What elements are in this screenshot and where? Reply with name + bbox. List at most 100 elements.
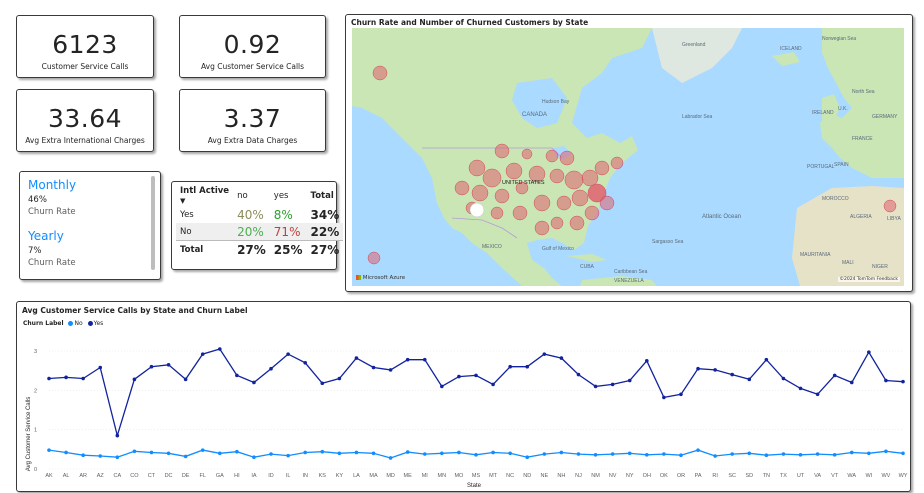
data-point-yes[interactable] [81, 376, 85, 381]
data-point-no[interactable] [337, 451, 342, 456]
data-point-yes[interactable] [474, 373, 478, 378]
bubble[interactable] [550, 216, 564, 230]
bubble[interactable] [490, 206, 504, 220]
data-point-no[interactable] [115, 455, 120, 459]
data-point-no[interactable] [166, 451, 171, 456]
data-point-no[interactable] [781, 452, 786, 456]
data-point-no[interactable] [559, 450, 564, 455]
data-point-no[interactable] [730, 452, 734, 456]
data-point-no[interactable] [269, 452, 273, 456]
data-point-no[interactable] [901, 451, 905, 456]
data-point-yes[interactable] [235, 373, 239, 378]
data-point-yes[interactable] [286, 352, 290, 356]
data-point-yes[interactable] [525, 364, 530, 369]
data-point-yes[interactable] [457, 374, 461, 379]
bubble[interactable] [454, 180, 470, 196]
data-point-no[interactable] [235, 449, 239, 454]
bubble[interactable] [549, 168, 565, 184]
bubble[interactable] [512, 205, 528, 221]
data-point-yes[interactable] [132, 377, 137, 382]
bubble[interactable] [581, 169, 599, 187]
data-point-yes[interactable] [559, 356, 564, 360]
data-point-yes[interactable] [576, 372, 581, 377]
bubble[interactable] [883, 199, 897, 213]
churn-bubbles[interactable] [367, 65, 897, 265]
data-point-no[interactable] [286, 453, 290, 458]
data-point-no[interactable] [627, 451, 632, 456]
data-point-yes[interactable] [269, 366, 273, 371]
data-point-no[interactable] [422, 452, 427, 456]
data-point-yes[interactable] [764, 357, 769, 362]
matrix-header-intl-active[interactable]: Intl Active ▼ [180, 186, 230, 205]
map-attribution[interactable]: ©2024 TomTom Feedback [837, 277, 900, 282]
data-point-yes[interactable] [303, 361, 308, 365]
data-point-no[interactable] [474, 453, 478, 457]
bubble[interactable] [468, 159, 486, 177]
data-point-yes[interactable] [149, 364, 154, 369]
data-point-no[interactable] [849, 450, 854, 455]
data-point-yes[interactable] [713, 368, 717, 372]
data-point-no[interactable] [491, 450, 495, 455]
data-point-yes[interactable] [183, 377, 188, 382]
data-point-no[interactable] [81, 453, 85, 458]
data-point-no[interactable] [183, 454, 188, 459]
data-point-yes[interactable] [218, 347, 222, 351]
data-point-no[interactable] [884, 449, 888, 454]
data-point-yes[interactable] [252, 380, 256, 385]
bubble[interactable] [528, 165, 546, 183]
data-point-no[interactable] [576, 452, 581, 456]
bubble[interactable] [594, 160, 610, 176]
bubble[interactable] [569, 215, 585, 231]
bubble[interactable] [471, 184, 489, 202]
data-point-no[interactable] [132, 449, 137, 454]
data-point-no[interactable] [713, 454, 717, 458]
data-point-yes[interactable] [200, 352, 205, 356]
data-point-yes[interactable] [747, 377, 752, 382]
data-point-yes[interactable] [645, 359, 649, 363]
bubble[interactable] [587, 183, 607, 203]
data-point-no[interactable] [47, 448, 51, 452]
data-point-yes[interactable] [64, 375, 68, 380]
data-point-no[interactable] [64, 450, 68, 455]
data-point-no[interactable] [252, 455, 256, 459]
data-point-yes[interactable] [781, 376, 786, 381]
bubble[interactable] [372, 65, 388, 81]
scrollbar[interactable] [151, 176, 155, 270]
bubble[interactable] [534, 220, 550, 236]
data-point-yes[interactable] [627, 378, 632, 383]
bubble[interactable] [515, 181, 529, 195]
data-point-no[interactable] [371, 451, 376, 456]
data-point-yes[interactable] [798, 386, 803, 391]
map-canvas[interactable]: CANADA Hudson Bay Labrador Sea Atlantic … [352, 28, 904, 286]
bubble[interactable] [559, 150, 575, 166]
data-point-yes[interactable] [98, 365, 103, 370]
bubble[interactable] [545, 149, 559, 163]
bubble[interactable] [505, 162, 523, 180]
bubble[interactable] [571, 189, 589, 207]
data-point-yes[interactable] [440, 384, 444, 389]
data-point-no[interactable] [457, 450, 461, 455]
data-point-yes[interactable] [508, 364, 512, 369]
bubble[interactable] [564, 170, 584, 190]
data-point-no[interactable] [679, 453, 683, 458]
data-point-yes[interactable] [115, 433, 120, 438]
data-point-yes[interactable] [354, 356, 359, 360]
data-point-no[interactable] [218, 451, 222, 456]
data-point-no[interactable] [405, 450, 410, 454]
data-point-yes[interactable] [696, 366, 700, 371]
data-point-no[interactable] [593, 453, 598, 457]
legend-no-label[interactable]: No [74, 320, 83, 327]
data-point-yes[interactable] [849, 380, 854, 385]
data-point-yes[interactable] [371, 365, 376, 370]
data-point-yes[interactable] [679, 392, 683, 397]
data-point-no[interactable] [542, 452, 547, 456]
data-point-no[interactable] [867, 451, 871, 456]
data-point-no[interactable] [200, 448, 205, 452]
legend-yes-label[interactable]: Yes [93, 320, 104, 327]
data-point-yes[interactable] [901, 379, 905, 384]
data-point-yes[interactable] [815, 392, 820, 397]
bubble[interactable] [556, 195, 572, 211]
data-point-no[interactable] [764, 453, 769, 458]
data-point-yes[interactable] [884, 378, 888, 383]
bubble[interactable] [494, 188, 510, 204]
